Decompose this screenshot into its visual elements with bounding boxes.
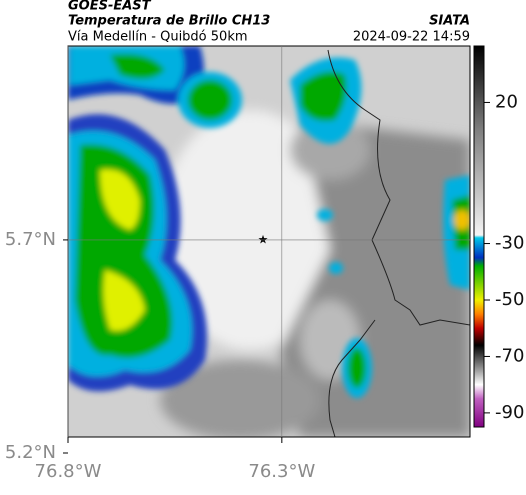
- route: Vía Medellín - Quibdó 50km: [68, 30, 248, 45]
- y-tick-label: 5.2°N: [5, 442, 56, 463]
- location-marker: ★: [258, 233, 269, 247]
- colorbar-tick-label: -30: [495, 233, 524, 254]
- colorbar-tick-label: -70: [495, 345, 524, 366]
- satellite-image: [68, 46, 470, 437]
- colorbar-tick-label: -50: [495, 289, 524, 310]
- x-tick-label: 76.3°W: [248, 461, 315, 482]
- x-tick-label: 76.8°W: [35, 461, 102, 482]
- colorbar-tick-label: -90: [495, 402, 524, 423]
- y-tick-label: 5.7°N: [5, 229, 56, 250]
- colorbar-tick-label: 20: [495, 91, 518, 112]
- subtitle: Temperatura de Brillo CH13: [68, 14, 270, 29]
- title: GOES-EAST: [68, 0, 152, 14]
- colorbar: [473, 45, 485, 428]
- timestamp: 2024-09-22 14:59: [353, 30, 470, 45]
- source: SIATA: [429, 14, 470, 29]
